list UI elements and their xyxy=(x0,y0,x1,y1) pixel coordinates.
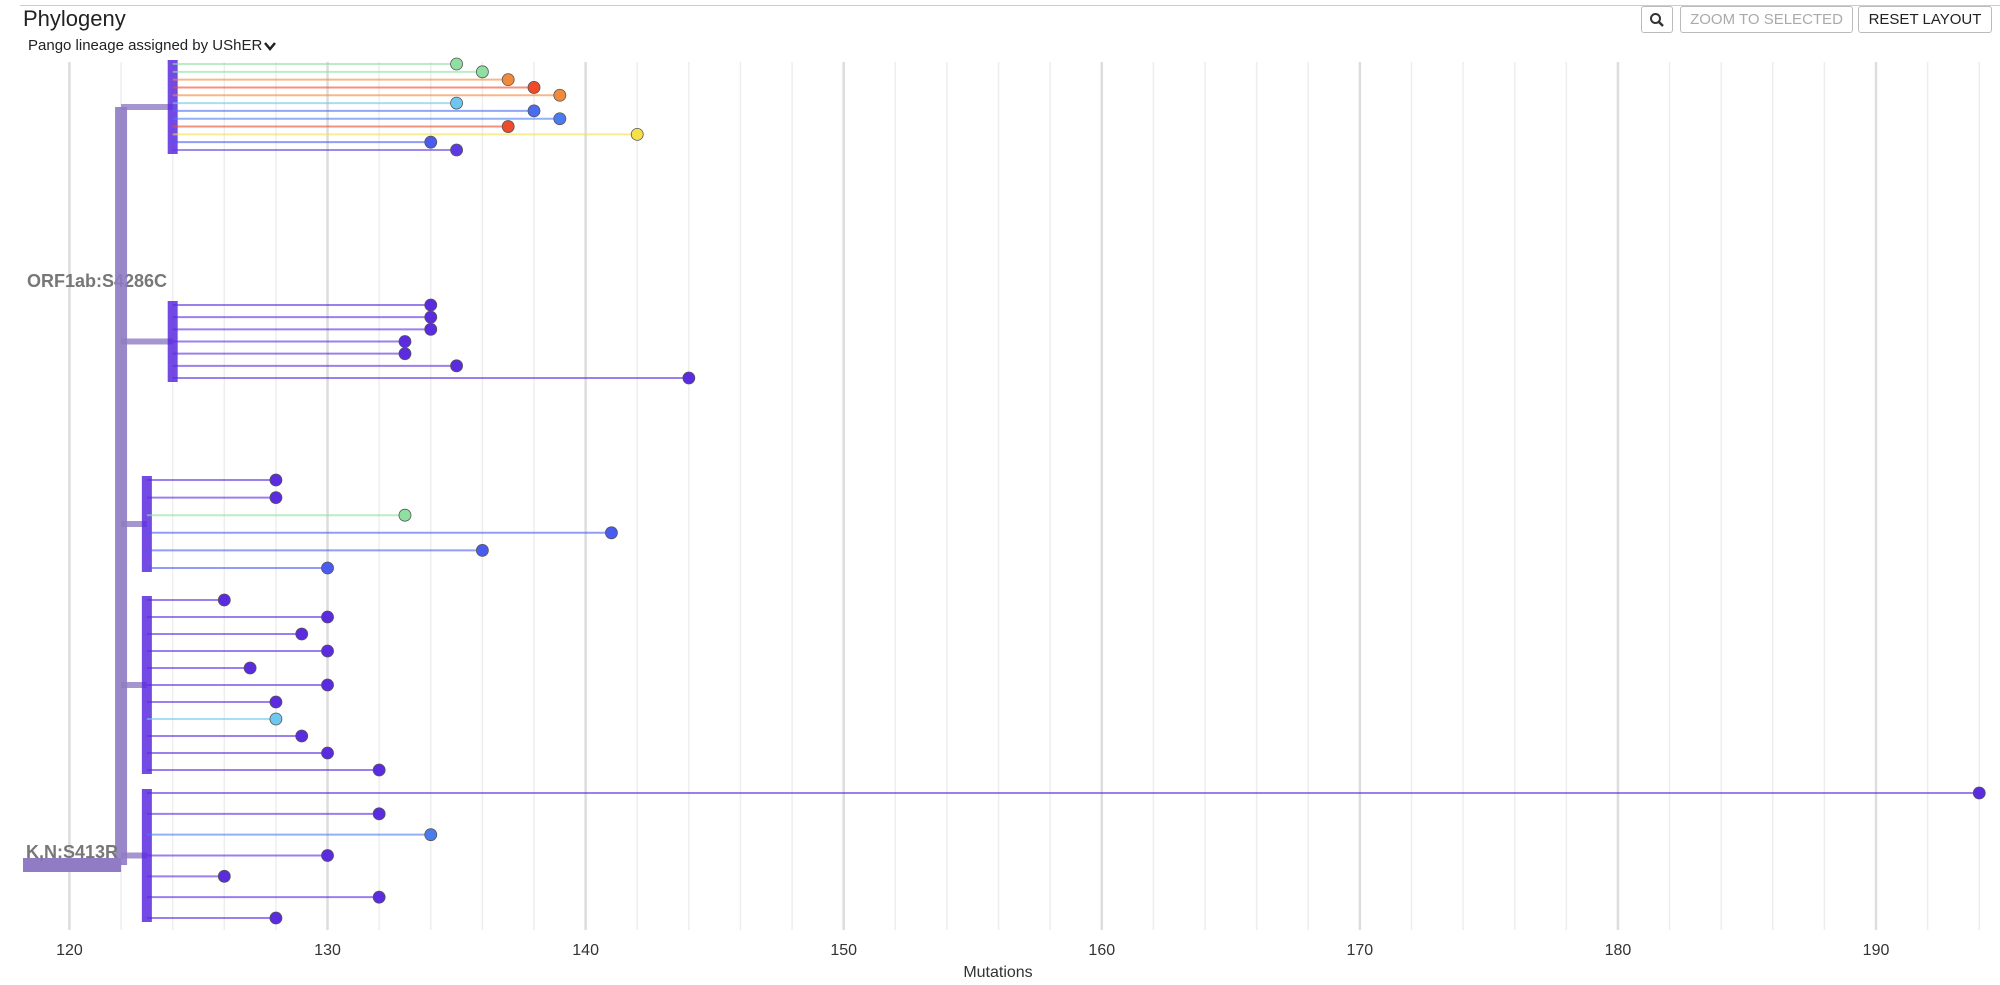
tip-node xyxy=(398,335,412,348)
tip-node xyxy=(424,828,438,842)
tip-node xyxy=(295,729,309,743)
x-tick-label: 170 xyxy=(1347,942,1374,959)
x-tick-label: 120 xyxy=(56,942,83,959)
tip-node xyxy=(321,610,334,624)
tip-node xyxy=(527,104,541,118)
zoom-to-selected-button[interactable]: ZOOM TO SELECTED xyxy=(1680,6,1853,33)
tip-node xyxy=(398,347,412,361)
tip-node xyxy=(321,746,334,760)
tip-node xyxy=(501,120,515,133)
tip-node xyxy=(269,911,283,925)
tip-node xyxy=(217,593,231,607)
tip-node xyxy=(424,135,438,149)
tip-node xyxy=(321,849,334,862)
zoom-button[interactable] xyxy=(1641,6,1673,33)
tip-node xyxy=(475,544,489,557)
reset-layout-button[interactable]: RESET LAYOUT xyxy=(1858,6,1992,33)
tip-node xyxy=(372,807,386,821)
tip-node xyxy=(605,526,618,540)
tip-node xyxy=(1972,786,1986,800)
tip-node xyxy=(630,127,644,141)
magnifier-icon xyxy=(1650,12,1664,27)
panel-title: Phylogeny xyxy=(23,6,126,31)
top-border xyxy=(20,5,2000,6)
tip-node xyxy=(321,561,334,575)
tip-node xyxy=(527,81,541,94)
tip-node xyxy=(450,143,463,157)
tip-node xyxy=(269,712,283,726)
tip-node xyxy=(424,310,438,324)
tip-node xyxy=(321,678,334,692)
tip-node xyxy=(398,508,412,522)
tip-node xyxy=(372,890,386,904)
x-tick-label: 180 xyxy=(1605,942,1632,959)
root-label: K,N:S413R xyxy=(26,842,118,862)
tip-node xyxy=(295,627,309,641)
color-by-dropdown[interactable]: Pango lineage assigned by UShER xyxy=(28,37,278,54)
x-tick-label: 150 xyxy=(830,942,857,959)
tip-node xyxy=(217,869,231,883)
tip-node xyxy=(269,473,283,487)
color-by-label: Pango lineage assigned by UShER xyxy=(28,37,263,54)
tip-node xyxy=(321,644,334,658)
tip-node xyxy=(269,491,283,505)
tip-node xyxy=(450,96,463,110)
dropdown-caret xyxy=(264,42,277,51)
x-tick-label: 140 xyxy=(572,942,599,959)
tip-node xyxy=(553,112,567,126)
tip-node xyxy=(269,695,283,709)
tip-node xyxy=(450,359,463,373)
clade-label: ORF1ab:S4286C xyxy=(27,271,167,291)
tip-node xyxy=(450,57,463,71)
x-tick-label: 160 xyxy=(1088,942,1115,959)
tip-node xyxy=(501,73,515,87)
tip-node xyxy=(475,65,489,79)
x-axis-label: Mutations xyxy=(963,964,1032,981)
tip-node xyxy=(243,661,257,675)
tip-node xyxy=(424,298,438,312)
tip-node xyxy=(682,371,696,385)
x-tick-label: 190 xyxy=(1863,942,1890,959)
tip-node xyxy=(553,88,567,102)
x-tick-label: 130 xyxy=(314,942,341,959)
tip-node xyxy=(424,322,438,336)
tip-node xyxy=(372,763,386,777)
